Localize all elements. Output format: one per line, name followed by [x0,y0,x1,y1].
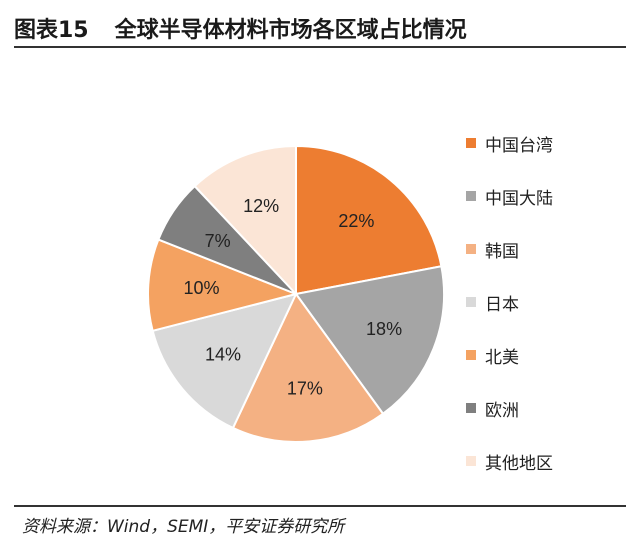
legend-swatch-europe [466,403,476,413]
figure-title-bar: 图表15 全球半导体材料市场各区域占比情况 [14,10,626,48]
legend-swatch-japan [466,297,476,307]
legend-label-korea: 韩国 [485,241,519,262]
legend-item-north-america: 北美 [466,342,626,368]
figure-number: 图表15 [14,18,89,43]
pie-slice-north-america [147,238,300,333]
legend-swatch-mainland [466,191,476,201]
source-note: 资料来源：Wind，SEMI，平安证券研究所 [22,517,345,537]
legend-item-other: 其他地区 [466,448,626,474]
pie-slice-mainland [294,265,445,416]
legend-label-other: 其他地区 [485,453,553,474]
pie-label-mainland: 18% [366,319,402,339]
legend-label-japan: 日本 [485,294,519,315]
legend-label-north-america: 北美 [485,347,519,368]
legend-swatch-other [466,456,476,466]
chart-legend: 中国台湾 中国大陆 韩国 日本 北美 欧洲 其他地区 [466,130,626,501]
legend-label-mainland: 中国大陆 [485,188,553,209]
legend-item-taiwan: 中国台湾 [466,130,626,156]
pie-slice-other [193,144,297,297]
pie-chart-area: 22% 18% 17% 14% 10% 7% 12% [0,48,640,503]
legend-item-europe: 欧洲 [466,395,626,421]
pie-chart: 22% 18% 17% 14% 10% 7% 12% [147,144,445,443]
pie-label-other: 12% [243,196,279,216]
pie-slice-taiwan [295,144,443,296]
legend-swatch-taiwan [466,138,476,148]
pie-label-north-america: 10% [183,278,219,298]
legend-swatch-north-america [466,350,476,360]
pie-label-japan: 14% [205,344,241,364]
legend-item-japan: 日本 [466,289,626,315]
legend-swatch-korea [466,244,476,254]
chart-title: 全球半导体材料市场各区域占比情况 [114,18,467,43]
legend-item-korea: 韩国 [466,236,626,262]
legend-label-europe: 欧洲 [485,400,519,421]
pie-slice-japan [151,292,298,430]
footer-divider [14,505,626,507]
pie-label-korea: 17% [287,378,323,398]
legend-label-taiwan: 中国台湾 [485,135,553,156]
pie-slice-korea [231,292,385,443]
pie-label-taiwan: 22% [338,211,374,231]
legend-item-mainland: 中国大陆 [466,183,626,209]
pie-label-europe: 7% [205,231,231,251]
